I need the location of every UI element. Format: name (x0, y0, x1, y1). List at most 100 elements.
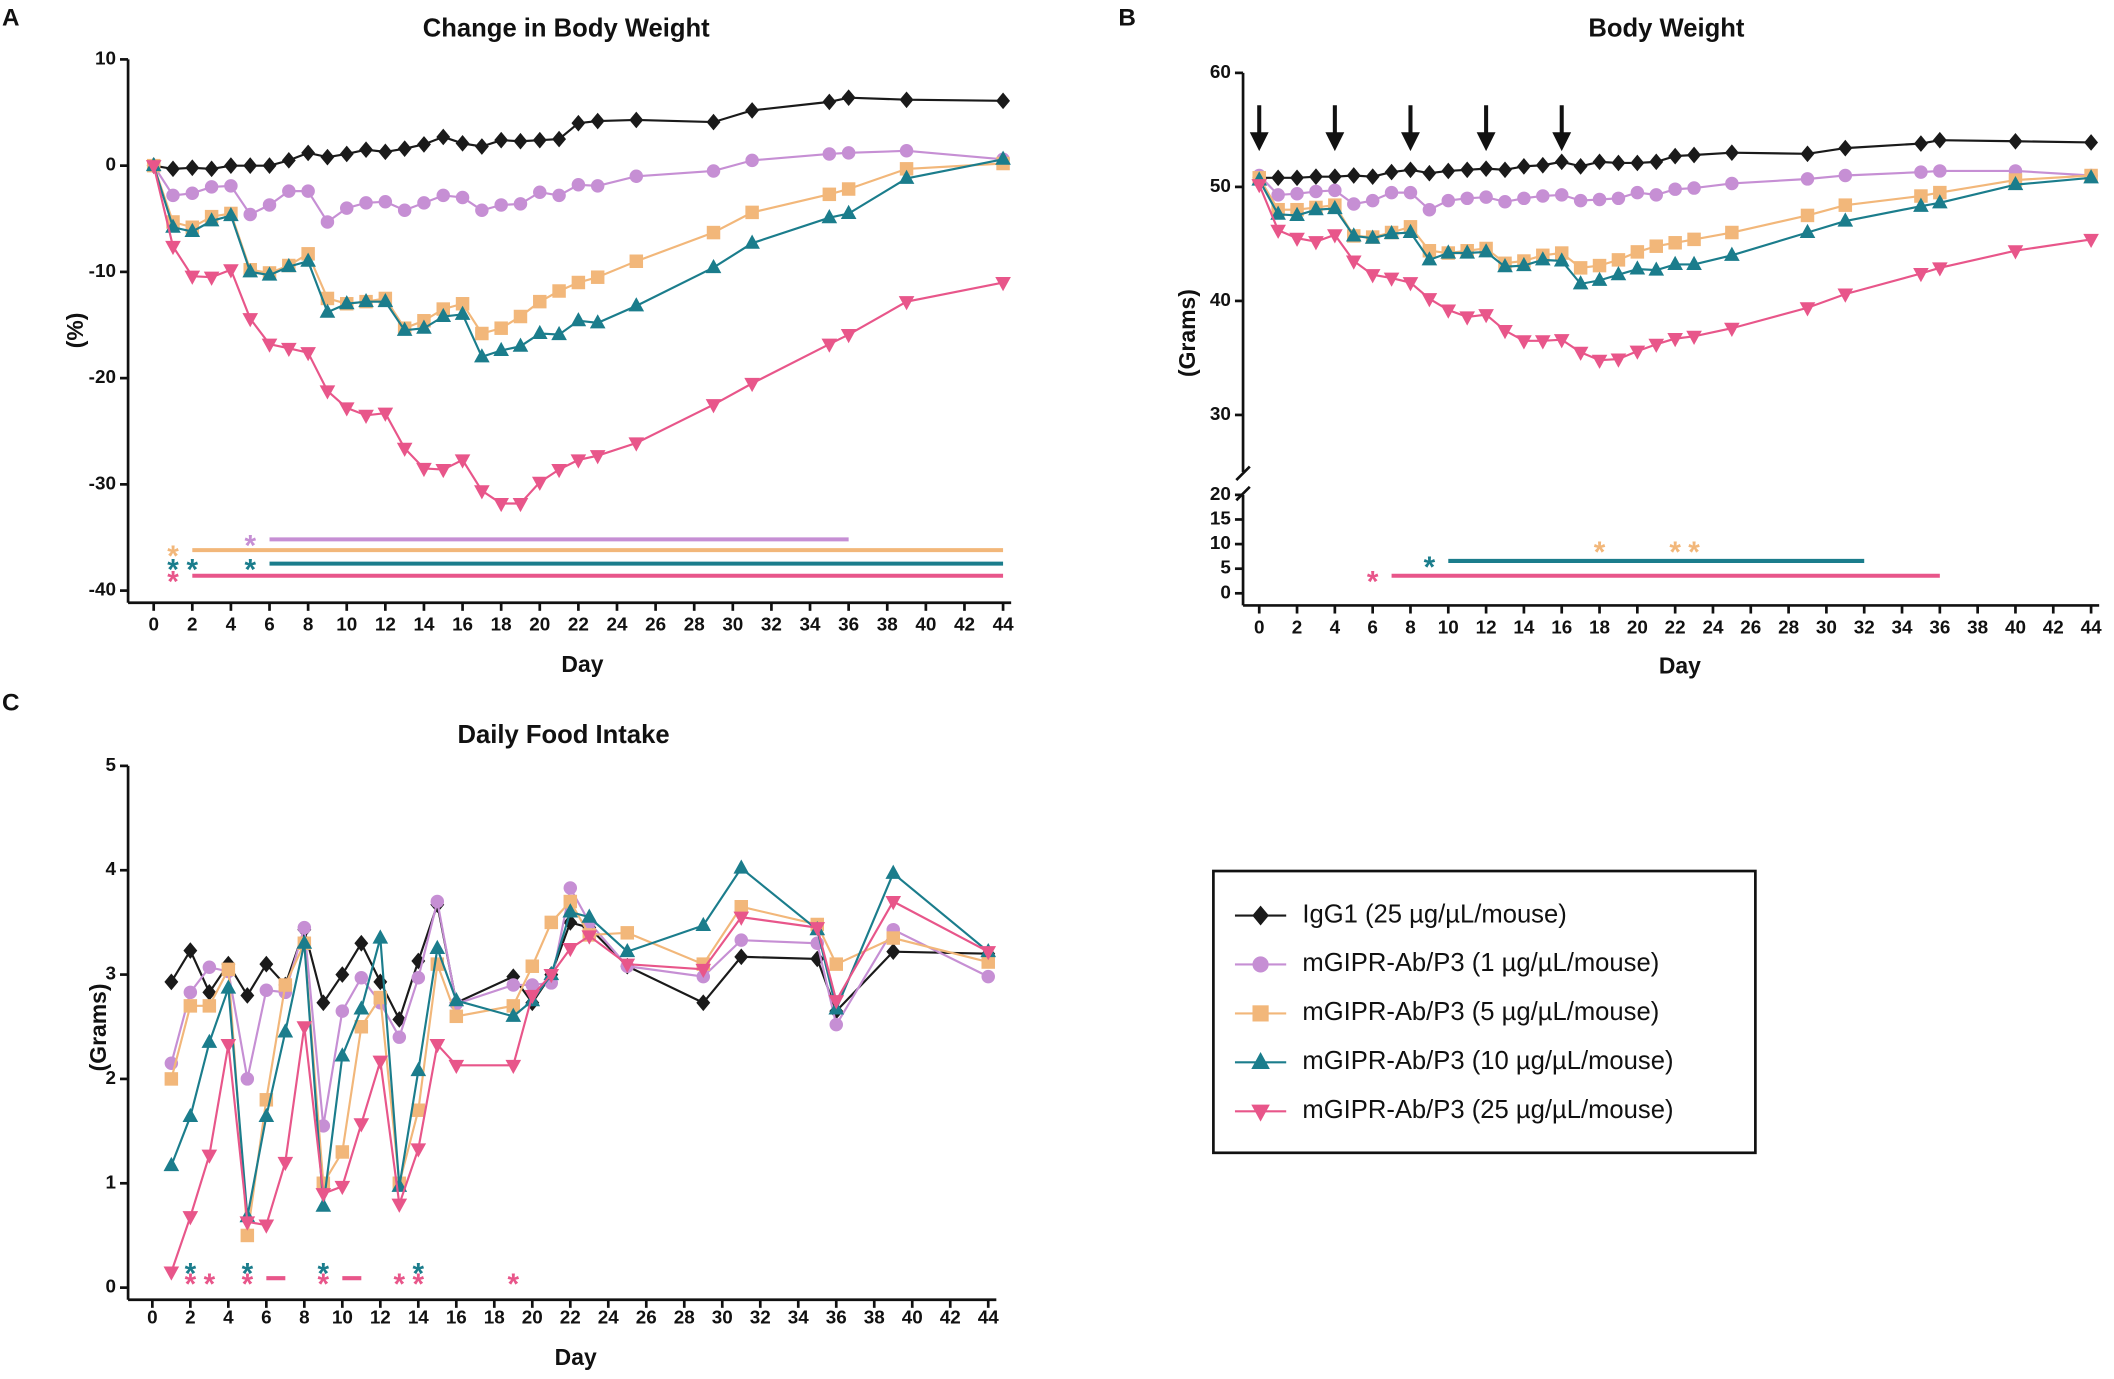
data-point (551, 463, 567, 479)
data-point (448, 991, 465, 1007)
data-point (185, 186, 200, 201)
data-point (259, 983, 274, 997)
data-point (995, 150, 1011, 165)
data-point (1667, 333, 1683, 348)
data-point (1384, 185, 1399, 200)
data-point (1364, 229, 1381, 244)
x-tick-label: 42 (954, 614, 975, 635)
data-point (1460, 191, 1474, 206)
data-point (240, 1072, 255, 1086)
data-point (532, 131, 547, 149)
significance-star: * (167, 554, 179, 587)
legend-marker (1251, 1104, 1270, 1122)
data-point (628, 437, 645, 452)
significance-star: * (1688, 536, 1700, 569)
data-point (334, 1180, 351, 1196)
legend-label: mGIPR-Ab/P3 (10 µg/µL/mouse) (1302, 1047, 1673, 1075)
data-point (1364, 269, 1381, 284)
data-point (1630, 245, 1645, 259)
y-tick-label: 10 (1210, 532, 1231, 553)
data-point (1328, 183, 1342, 198)
data-point (1686, 330, 1702, 345)
data-point (531, 476, 548, 491)
data-point (570, 312, 587, 327)
data-point (220, 979, 237, 994)
x-tick-label: 40 (902, 1307, 923, 1328)
data-point (1668, 236, 1682, 250)
data-point (590, 179, 605, 193)
y-tick-label: -20 (89, 366, 116, 387)
data-point (734, 948, 749, 966)
legend-marker (1252, 1005, 1269, 1022)
data-point (562, 942, 579, 958)
data-point (281, 257, 297, 273)
data-point (354, 1020, 369, 1034)
data-point (1914, 165, 1928, 179)
data-point (338, 402, 355, 417)
data-point (543, 969, 560, 984)
data-point (1592, 192, 1607, 207)
data-point (733, 911, 750, 926)
data-point (590, 270, 605, 284)
data-point (282, 184, 296, 198)
data-point (223, 157, 238, 174)
data-point (391, 1198, 408, 1213)
data-point (416, 462, 432, 478)
y-tick-label: 40 (1210, 289, 1231, 310)
data-point (410, 1061, 427, 1077)
data-point (493, 341, 509, 357)
x-axis-label: Day (555, 1344, 597, 1370)
data-point (335, 966, 350, 983)
data-point (378, 195, 393, 209)
data-point (204, 180, 219, 194)
data-point (840, 204, 857, 219)
series-line (170, 899, 989, 1236)
data-point (223, 206, 239, 222)
x-tick-label: 12 (370, 1307, 391, 1328)
data-point (1365, 193, 1380, 208)
data-point (1535, 335, 1551, 350)
data-point (1497, 258, 1513, 273)
data-point (315, 1188, 332, 1203)
data-point (335, 1145, 350, 1159)
data-point (1479, 160, 1494, 177)
dose-arrow (1552, 105, 1572, 152)
data-point (1345, 227, 1362, 242)
data-point (1271, 188, 1285, 202)
legend-marker (1251, 1052, 1270, 1069)
data-point (435, 307, 452, 323)
data-point (1933, 164, 1947, 178)
data-point (164, 1072, 179, 1086)
data-point (1459, 311, 1476, 326)
legend-label: mGIPR-Ab/P3 (25 µg/µL/mouse) (1302, 1096, 1673, 1124)
data-point (995, 276, 1011, 292)
y-axis-label: (Grams) (85, 984, 111, 1072)
data-point (1346, 167, 1361, 184)
x-tick-label: 32 (1854, 616, 1875, 637)
data-point (358, 292, 374, 308)
data-point (2083, 233, 2099, 249)
data-point (184, 222, 201, 238)
y-tick-label: 4 (105, 858, 116, 879)
data-point (319, 303, 336, 318)
data-point (262, 157, 277, 174)
data-point (1629, 260, 1646, 275)
data-point (221, 962, 236, 977)
data-point (1725, 225, 1739, 240)
data-point (1421, 251, 1438, 266)
x-tick-label: 42 (940, 1307, 961, 1328)
data-point (1687, 232, 1701, 247)
data-point (629, 111, 644, 129)
data-point (1402, 223, 1419, 239)
data-point (494, 321, 508, 335)
chart-title: Daily Food Intake (458, 721, 670, 749)
data-point (1724, 144, 1739, 162)
data-point (552, 130, 567, 148)
x-tick-label: 8 (1405, 616, 1416, 637)
significance-star: * (185, 1268, 197, 1301)
data-point (1667, 255, 1683, 270)
data-point (259, 955, 274, 973)
data-point (392, 1030, 407, 1044)
dose-arrow-head (1552, 132, 1572, 152)
data-point (417, 196, 431, 210)
